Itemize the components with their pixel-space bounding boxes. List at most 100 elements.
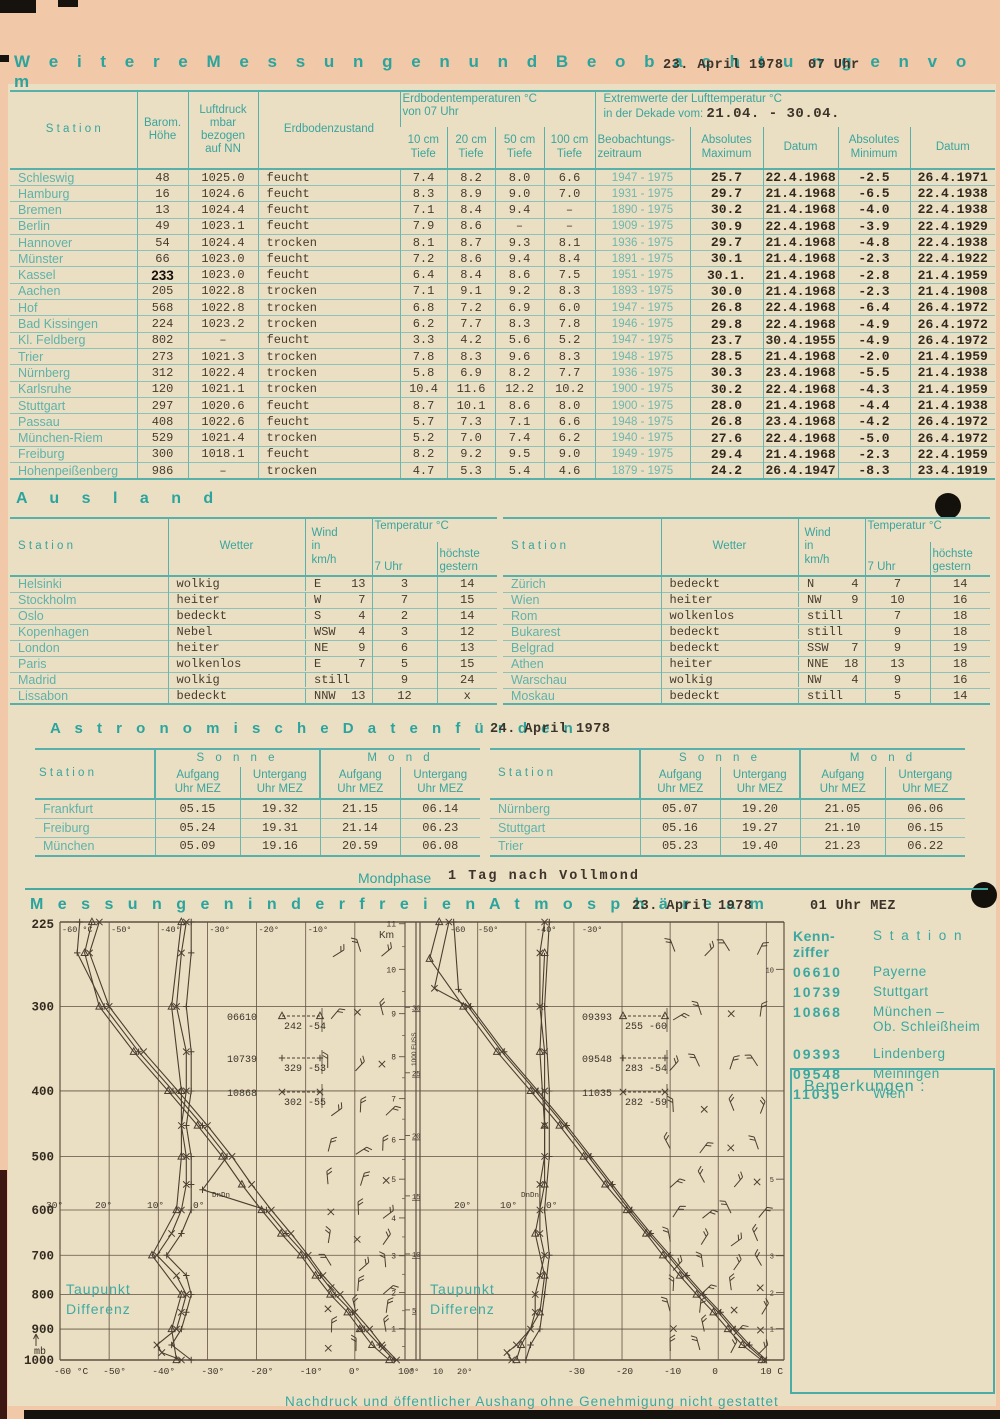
- wind-direction: N: [807, 577, 815, 591]
- col-hoechste-gestern: höchste gestern: [929, 542, 991, 576]
- svg-text:329 -53: 329 -53: [284, 1064, 326, 1075]
- table-row: Wien heiter NW 9 10 16: [503, 591, 991, 608]
- cell-zustand: feucht: [257, 169, 400, 186]
- cell-max: 24.2: [689, 462, 763, 480]
- cell-zeitraum: 1890 - 1975: [594, 201, 690, 219]
- wind-speed: 4: [358, 609, 366, 623]
- cell-wetter: Nebel: [167, 623, 305, 640]
- table-row: Stuttgart 05.16 19.27 21.10 06.15: [490, 817, 966, 837]
- astro-table-left: S t a t i o n S o n n e M o n d Aufgang …: [35, 748, 481, 857]
- wind-speed: 9: [358, 641, 366, 655]
- cell-min: -2.5: [837, 169, 910, 186]
- svg-text:3: 3: [391, 1253, 396, 1262]
- cell-wind: NE 9: [305, 640, 372, 655]
- cell-datum-max: 22.4.1968: [762, 429, 838, 447]
- cell-mond-aufgang: 20.59: [319, 836, 401, 856]
- svg-text:-20: -20: [616, 1366, 633, 1377]
- cell-t100: 7.5: [543, 266, 595, 284]
- cell-t20: 9.2: [446, 445, 495, 463]
- cell-station: Stuttgart: [490, 817, 640, 837]
- cell-zustand: trocken: [257, 364, 400, 382]
- wind-speed: 13: [351, 689, 366, 703]
- cell-zustand: feucht: [257, 266, 400, 284]
- group-extrem-sub: in der Dekade vom:: [603, 108, 704, 121]
- table-row: München 05.09 19.16 20.59 06.08: [35, 836, 481, 856]
- table-row: Lissabon bedeckt NNW 13 12 x: [10, 687, 498, 704]
- cell-temp-gestern: 14: [929, 687, 991, 704]
- svg-text:-10: -10: [664, 1366, 681, 1377]
- group-extremwerte: Extremwerte der Lufttemperatur °C in der…: [594, 91, 995, 127]
- cell-t100: 8.4: [543, 250, 595, 267]
- svg-text:8: 8: [391, 1054, 396, 1063]
- cell-station: Helsinki: [18, 577, 62, 592]
- cell-hoehe: 233: [136, 266, 188, 284]
- svg-text:-20°: -20°: [251, 1366, 274, 1377]
- col-tiefe-100: 100 cm Tiefe: [543, 127, 595, 169]
- cell-max: 30.3: [689, 364, 763, 382]
- table-row: Kopenhagen Nebel WSW 4 3 12: [10, 623, 498, 640]
- cell-t20: 5.3: [446, 462, 495, 480]
- cell-station: Wien: [503, 591, 661, 608]
- cell-temp-7uhr: 10: [864, 591, 930, 608]
- cell-datum-max: 23.4.1968: [762, 364, 838, 382]
- cell-t10: 6.2: [399, 315, 447, 333]
- scan-mark: [0, 55, 9, 62]
- svg-text:10°: 10°: [500, 1200, 517, 1211]
- table-row: Athen heiter NNE 18 13 18: [503, 655, 991, 672]
- cell-zeitraum: 1951 - 1975: [594, 266, 690, 284]
- cell-zeitraum: 1946 - 1975: [594, 315, 690, 333]
- svg-text:900: 900: [31, 1323, 54, 1337]
- cell-min: -6.5: [837, 184, 910, 202]
- cell-zustand: trocken: [257, 315, 400, 333]
- group-temperatur: Temperatur °C: [864, 518, 991, 542]
- wind-speed: 9: [851, 593, 859, 607]
- cell-station: Athen: [503, 655, 661, 672]
- svg-text:30°: 30°: [46, 1200, 63, 1211]
- mondphase-label: Mondphase: [358, 870, 432, 886]
- col-station: S t a t i o n: [45, 123, 101, 136]
- cell-hoehe: 120: [136, 380, 188, 398]
- svg-text:-40°: -40°: [536, 925, 556, 935]
- wind-barbs: [318, 937, 402, 1352]
- dewpoint-scale-labels: 20° 10° 0° DnDn: [454, 1192, 557, 1211]
- table-row: Kl. Feldberg 802– feucht 3.3 4.2 5.6 5.2 1947 -…: [10, 331, 995, 349]
- wind-direction: NNE: [807, 657, 829, 671]
- cell-t10: 5.8: [399, 364, 447, 382]
- table-row: Passau 408 1022.6 feucht 5.7 7.3 7.1 6.6 1948 - …: [10, 413, 995, 430]
- svg-text:DnDn: DnDn: [521, 1192, 539, 1200]
- cell-datum-min: 21.4.1959: [909, 380, 995, 398]
- cell-hoehe: 529: [136, 429, 188, 447]
- cell-max: 30.9: [689, 217, 763, 235]
- chart-grid: [59, 921, 785, 1361]
- cell-zustand: feucht: [257, 445, 400, 463]
- svg-text:20: 20: [412, 1134, 420, 1142]
- svg-text:10739: 10739: [227, 1055, 257, 1066]
- col-station: S t a t i o n: [511, 540, 566, 553]
- svg-text:1: 1: [770, 1327, 774, 1335]
- cell-t20: 7.2: [446, 299, 495, 316]
- cell-zustand: trocken: [257, 462, 400, 480]
- table-row: Aachen 205 1022.8 trocken 7.1 9.1 9.2 8.3 1893 -…: [10, 282, 995, 300]
- cell-sonne-untergang: 19.40: [719, 836, 801, 856]
- cell-luftdruck: 1021.3: [187, 347, 258, 365]
- cell-station: München-Riem: [10, 429, 137, 447]
- cell-temp-gestern: 14: [436, 576, 498, 592]
- cell-luftdruck: 1023.0: [187, 266, 258, 284]
- svg-text:700: 700: [31, 1249, 54, 1263]
- cell-min: -2.3: [837, 282, 910, 300]
- cell-wind: WSW 4: [305, 624, 372, 639]
- cell-temp-gestern: 14: [929, 576, 991, 592]
- svg-text:500: 500: [31, 1150, 54, 1164]
- cell-wetter: wolkig: [167, 576, 305, 592]
- cell-datum-max: 22.4.1968: [762, 217, 838, 235]
- cell-max: 29.7: [689, 184, 763, 202]
- cell-mond-aufgang: 21.14: [319, 817, 401, 837]
- station-code: 09393: [793, 1046, 842, 1062]
- table-row: Trier 05.23 19.40 21.23 06.22: [490, 836, 966, 856]
- ausland-table-right: S t a t i o n Wetter Wind in km/h Temper…: [503, 517, 991, 705]
- col-wetter: Wetter: [167, 518, 305, 576]
- wind-direction: still: [807, 609, 844, 623]
- cell-luftdruck: 1020.6: [187, 396, 258, 414]
